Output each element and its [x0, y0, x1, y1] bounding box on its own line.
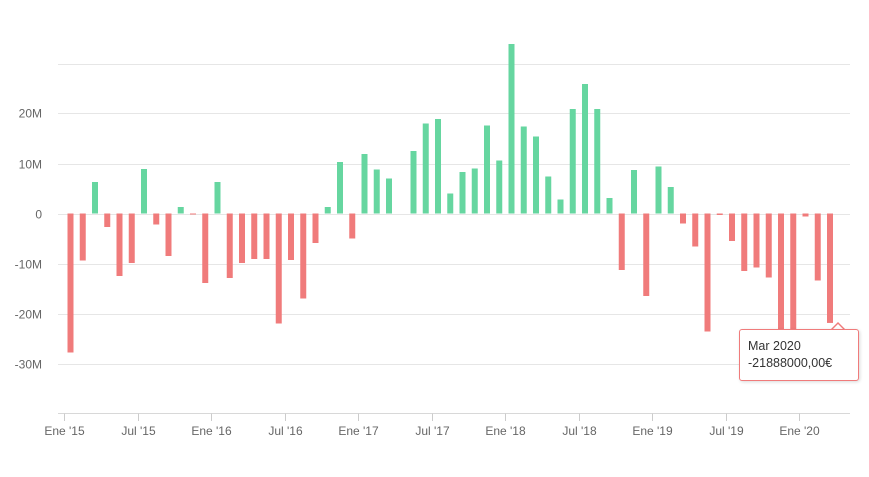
bar[interactable] [422, 123, 429, 214]
bar[interactable] [643, 213, 650, 297]
y-axis-labels: 20M 10M 0 -10M -20M -30M [15, 107, 43, 372]
bar[interactable] [337, 162, 343, 214]
x-tick-label: Ene '20 [779, 424, 820, 438]
bar[interactable] [606, 198, 613, 214]
y-tick-label: 20M [19, 107, 42, 121]
bar[interactable] [410, 151, 417, 214]
bar[interactable] [778, 213, 784, 331]
x-tick-label: Jul '16 [268, 424, 303, 438]
bar[interactable] [153, 213, 160, 225]
y-tick-label: -20M [15, 308, 42, 322]
bar[interactable] [361, 154, 368, 214]
bar[interactable] [729, 213, 735, 242]
tooltip: Mar 2020 -21888000,00€ [739, 329, 859, 381]
bar[interactable] [300, 213, 307, 299]
y-tick-label: 10M [19, 158, 42, 172]
bar[interactable] [716, 213, 723, 216]
bar[interactable] [471, 168, 478, 214]
bar[interactable] [692, 213, 699, 247]
bar[interactable] [349, 213, 356, 239]
bar[interactable] [386, 178, 392, 214]
bar[interactable] [790, 213, 797, 337]
x-axis-labels: Ene '15 Jul '15 Ene '16 Jul '16 Ene '17 Jul '… [44, 424, 820, 438]
y-tick-label: 0 [35, 208, 42, 222]
bar[interactable] [141, 169, 147, 214]
bar[interactable] [251, 213, 258, 260]
bar[interactable] [447, 193, 454, 214]
bar[interactable] [741, 213, 748, 272]
bar[interactable] [79, 213, 86, 261]
bar[interactable] [508, 44, 515, 214]
bar[interactable] [520, 126, 527, 214]
bar[interactable] [618, 213, 625, 271]
bar[interactable] [753, 213, 760, 268]
bar[interactable] [226, 213, 233, 279]
tooltip-value: -21888000,00€ [748, 356, 833, 370]
tooltip-title: Mar 2020 [748, 339, 801, 353]
bar[interactable] [67, 213, 74, 353]
bar[interactable] [128, 213, 135, 264]
bar[interactable] [802, 213, 809, 217]
bar[interactable] [92, 182, 98, 214]
bar[interactable] [765, 213, 772, 278]
bar[interactable] [116, 213, 123, 277]
bar[interactable] [263, 213, 270, 260]
bar[interactable] [459, 172, 466, 214]
bar[interactable] [594, 109, 601, 214]
bar[interactable] [214, 182, 221, 214]
x-tick-label: Ene '19 [632, 424, 673, 438]
bar[interactable] [435, 119, 441, 214]
x-tick-label: Jul '17 [415, 424, 450, 438]
bar[interactable] [582, 84, 588, 214]
bar[interactable] [827, 213, 833, 323]
bar[interactable] [545, 176, 552, 214]
x-tick-label: Ene '18 [485, 424, 526, 438]
bar[interactable] [239, 213, 245, 264]
x-axis [58, 413, 850, 421]
bar[interactable] [177, 207, 184, 214]
x-tick-label: Jul '18 [562, 424, 597, 438]
bar[interactable] [569, 109, 576, 214]
bar[interactable] [496, 160, 503, 214]
bar[interactable] [324, 207, 331, 214]
bar[interactable] [631, 170, 637, 214]
x-tick-label: Ene '17 [338, 424, 379, 438]
bar[interactable] [704, 213, 711, 332]
y-tick-label: -30M [15, 358, 42, 372]
bar[interactable] [557, 199, 564, 214]
bar[interactable] [655, 166, 662, 214]
bar[interactable] [165, 213, 172, 257]
bar[interactable] [288, 213, 294, 261]
bar[interactable] [667, 187, 674, 214]
bar[interactable] [202, 213, 209, 284]
x-tick-label: Jul '19 [709, 424, 744, 438]
bar[interactable] [680, 213, 686, 224]
bars [67, 44, 833, 353]
x-tick-label: Ene '15 [44, 424, 85, 438]
bar[interactable] [275, 213, 282, 324]
x-tick-label: Jul '15 [121, 424, 156, 438]
bar[interactable] [312, 213, 319, 244]
bar[interactable] [190, 213, 196, 215]
bar[interactable] [814, 213, 821, 281]
bar[interactable] [533, 136, 539, 214]
bar[interactable] [484, 125, 490, 214]
tooltip-pointer-fill [832, 324, 844, 330]
y-tick-label: -10M [15, 258, 42, 272]
bar[interactable] [373, 169, 380, 214]
x-tick-label: Ene '16 [191, 424, 232, 438]
bar[interactable] [104, 213, 111, 228]
